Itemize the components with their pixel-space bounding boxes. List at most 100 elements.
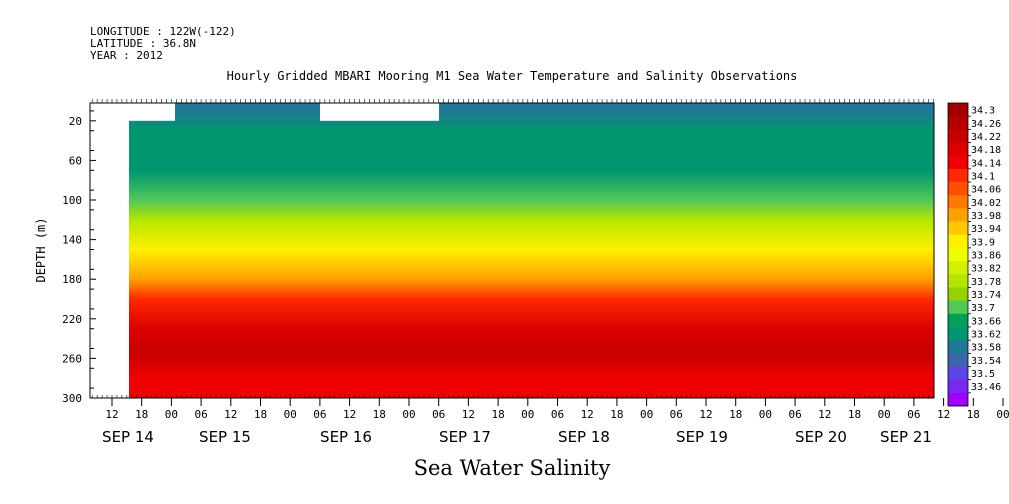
y-tick-label: 20: [69, 115, 82, 128]
y-axis-label: DEPTH (m): [34, 217, 48, 282]
x-tick-label: 00: [640, 408, 653, 421]
colorbar-swatch: [948, 155, 968, 170]
plot-frame: [89, 102, 935, 399]
colorbar-swatch: [948, 221, 968, 236]
colorbar-swatch: [948, 261, 968, 275]
x-tick-label: 00: [996, 408, 1009, 421]
colorbar-level-label: 33.58: [971, 343, 1001, 354]
colorbar-level-label: 33.82: [971, 264, 1001, 275]
colorbar-swatch: [948, 300, 968, 315]
colorbar-level-label: 33.7: [971, 303, 995, 314]
colorbar-swatch: [948, 234, 968, 249]
x-tick-label: 06: [670, 408, 683, 421]
colorbar-swatch: [948, 353, 968, 367]
x-tick-label: 06: [788, 408, 801, 421]
x-tick-label: 06: [907, 408, 920, 421]
x-tick-label: 00: [402, 408, 415, 421]
chart-title: Hourly Gridded MBARI Mooring M1 Sea Wate…: [227, 69, 798, 83]
x-tick-label: 18: [729, 408, 742, 421]
colorbar-swatch: [948, 379, 968, 394]
x-tick-label: 00: [759, 408, 772, 421]
y-tick-label: 260: [62, 352, 82, 365]
y-tick-label: 180: [62, 273, 82, 286]
longitude-label: LONGITUDE : 122W(-122): [90, 25, 236, 38]
colorbar-level-label: 34.06: [971, 185, 1001, 196]
colorbar-swatch: [948, 313, 968, 328]
x-tick-label: 00: [284, 408, 297, 421]
colorbar-level-label: 33.86: [971, 251, 1001, 262]
x-tick-label: 12: [699, 408, 712, 421]
x-tick-label: 00: [878, 408, 891, 421]
x-tick-label: 12: [224, 408, 237, 421]
colorbar-swatch: [948, 340, 968, 354]
colorbar-level-label: 34.3: [971, 106, 995, 117]
x-tick-label: 18: [610, 408, 623, 421]
latitude-label: LATITUDE : 36.8N: [90, 37, 196, 50]
x-date-label: SEP 20: [795, 428, 847, 446]
x-tick-label: 00: [521, 408, 534, 421]
colorbar-level-label: 33.5: [971, 369, 995, 380]
x-tick-label: 18: [135, 408, 148, 421]
colorbar-swatch: [948, 326, 968, 341]
colorbar-level-label: 34.1: [971, 171, 995, 182]
colorbar-swatch: [948, 129, 968, 143]
y-tick-label: 100: [62, 194, 82, 207]
x-axis-label: Sea Water Salinity: [414, 456, 611, 480]
colorbar-swatch: [948, 392, 968, 407]
colorbar-swatch: [948, 247, 968, 262]
colorbar-level-label: 33.78: [971, 277, 1001, 288]
colorbar-swatch: [948, 274, 968, 288]
y-tick-label: 220: [62, 313, 82, 326]
x-tick-label: 00: [165, 408, 178, 421]
x-tick-label: 18: [373, 408, 386, 421]
year-label: YEAR : 2012: [90, 49, 163, 62]
x-tick-label: 12: [937, 408, 950, 421]
x-date-label: SEP 16: [320, 428, 372, 446]
colorbar-swatch: [948, 366, 968, 380]
x-date-label: SEP 18: [558, 428, 610, 446]
colorbar-level-label: 34.22: [971, 132, 1001, 143]
colorbar-level-label: 34.18: [971, 145, 1001, 156]
colorbar-swatch: [948, 182, 968, 196]
x-tick-label: 12: [105, 408, 118, 421]
y-tick-label: 140: [62, 234, 82, 247]
missing-data-block: [320, 103, 439, 121]
colorbar-swatch: [948, 287, 968, 301]
colorbar-level-label: 33.46: [971, 382, 1001, 393]
x-tick-label: 18: [848, 408, 861, 421]
x-tick-label: 12: [343, 408, 356, 421]
x-tick-label: 18: [254, 408, 267, 421]
colorbar-swatch: [948, 142, 968, 156]
colorbar-level-label: 34.14: [971, 158, 1001, 169]
x-date-label: SEP 14: [102, 428, 154, 446]
x-date-label: SEP 21: [880, 428, 932, 446]
colorbar-frame: [947, 102, 969, 407]
colorbar-level-label: 33.74: [971, 290, 1001, 301]
x-tick-label: 06: [432, 408, 445, 421]
y-tick-label: 300: [62, 392, 82, 405]
colorbar-swatch: [948, 168, 968, 183]
colorbar-level-label: 33.54: [971, 356, 1001, 367]
salinity-field: [129, 103, 934, 398]
colorbar-swatch: [948, 195, 968, 209]
colorbar-level-label: 34.02: [971, 198, 1001, 209]
colorbar-level-label: 33.94: [971, 224, 1001, 235]
x-tick-label: 12: [818, 408, 831, 421]
x-tick-label: 12: [462, 408, 475, 421]
x-tick-label: 06: [194, 408, 207, 421]
x-date-label: SEP 17: [439, 428, 491, 446]
x-tick-label: 18: [967, 408, 980, 421]
missing-data-block: [129, 103, 175, 121]
x-date-label: SEP 15: [199, 428, 251, 446]
colorbar-level-label: 33.66: [971, 316, 1001, 327]
x-tick-label: 06: [551, 408, 564, 421]
x-tick-label: 06: [313, 408, 326, 421]
colorbar-level-label: 34.26: [971, 119, 1001, 130]
x-tick-label: 12: [581, 408, 594, 421]
colorbar-swatch: [948, 103, 968, 117]
colorbar-swatch: [948, 116, 968, 130]
y-tick-label: 60: [69, 154, 82, 167]
colorbar-level-label: 33.98: [971, 211, 1001, 222]
x-date-label: SEP 19: [676, 428, 728, 446]
